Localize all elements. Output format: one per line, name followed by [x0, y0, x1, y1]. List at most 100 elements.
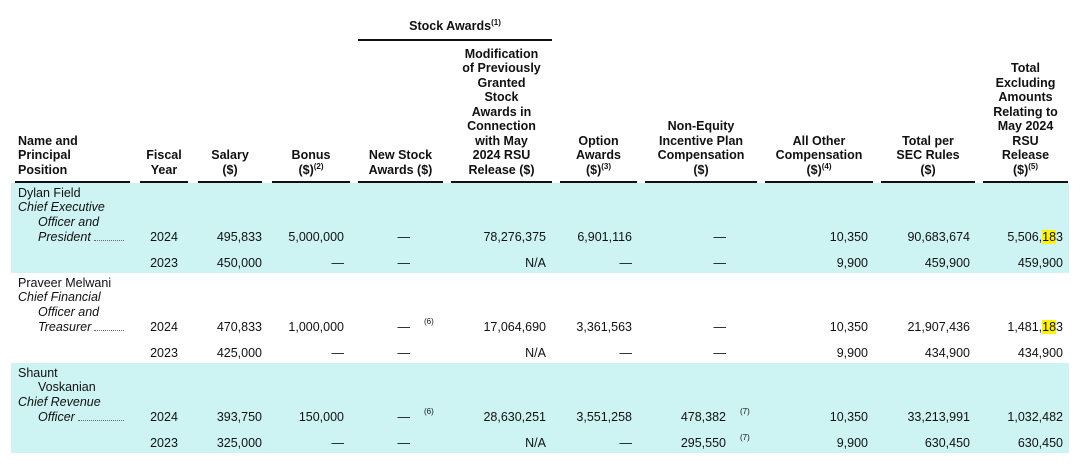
leader [77, 410, 124, 421]
cell: 2023 [150, 256, 178, 271]
footnote-ref: (7) [740, 407, 750, 417]
header-line: Principal [18, 148, 133, 163]
header-text: ($) [920, 162, 936, 177]
header-text: Incentive Plan [658, 133, 744, 148]
header-line: ($) [198, 163, 262, 178]
header-line: Option [560, 134, 637, 149]
row-band [11, 363, 1069, 454]
header-line: Name and [18, 134, 133, 149]
header-line: Salary [198, 148, 262, 163]
name-text: Dylan Field [18, 185, 81, 200]
footnote-ref: (3) [601, 161, 612, 171]
header-text: Awards in [471, 104, 532, 119]
exec-title: Chief Executive [18, 200, 130, 215]
header-text: Modification [464, 46, 539, 61]
header-line: Total [983, 61, 1068, 76]
cell: 28,630,251 [483, 410, 546, 425]
footnote-ref: (2) [313, 161, 324, 171]
header-text: Year [150, 162, 178, 177]
cell: 459,900 [1017, 256, 1063, 271]
cell: — [397, 256, 411, 271]
cell: 2023 [150, 346, 178, 361]
group-header: Stock Awards(1) [358, 19, 552, 34]
cell: — [331, 436, 345, 451]
exec-title: Treasurer [38, 320, 130, 335]
exec-title: President [38, 230, 130, 245]
cell: N/A [525, 436, 546, 451]
cell: 630,450 [924, 436, 970, 451]
header-text: Position [18, 162, 68, 177]
cell-text: 5,506, [1007, 230, 1043, 245]
cell: 393,750 [216, 410, 262, 425]
header-line: May 2024 [983, 119, 1068, 134]
cell: 425,000 [216, 346, 262, 361]
title-text: Officer [38, 409, 75, 424]
header-line: Amounts [983, 90, 1068, 105]
header-line: ($)(2) [272, 161, 350, 178]
cell: 3,361,563 [576, 320, 632, 335]
cell: — [713, 230, 727, 245]
header-rule [272, 181, 350, 183]
column-header: Modification of Previously Granted Stock Awa… [451, 47, 552, 178]
header-text: ($) [585, 162, 602, 177]
cell: 2024 [150, 410, 178, 425]
header-text: Excluding [995, 75, 1056, 90]
cell: 434,900 [924, 346, 970, 361]
cell: 325,000 [216, 436, 262, 451]
header-text: Granted [477, 75, 526, 90]
header-line: Year [140, 163, 188, 178]
header-line: Stock [451, 90, 552, 105]
header-text: RSU [1012, 133, 1039, 148]
header-line: Release [983, 148, 1068, 163]
cell: — [619, 256, 633, 271]
header-rule [560, 181, 637, 183]
name-text: Shaunt [18, 365, 58, 380]
header-text: Principal [18, 148, 71, 162]
cell: 1,000,000 [288, 320, 344, 335]
header-text: Bonus [291, 148, 331, 162]
header-line: Compensation [765, 148, 873, 163]
header-text: All Other [792, 133, 846, 148]
header-line: 2024 RSU [451, 148, 552, 163]
cell: 6,901,116 [577, 230, 632, 245]
exec-title: Officer and [38, 215, 130, 230]
cell: — [713, 320, 727, 335]
cell: 495,833 [216, 230, 262, 245]
column-header: Total per SEC Rules ($) [881, 134, 975, 178]
title-text: Officer and [38, 214, 100, 229]
cell: 1,481,183 [983, 319, 1063, 335]
cell-text: — [397, 410, 411, 425]
cell: 90,683,674 [907, 230, 970, 245]
column-header: Total Excluding Amounts Relating to May 2024… [983, 61, 1068, 177]
cell: 295,550 [645, 435, 726, 451]
header-line: Awards ($) [358, 163, 443, 178]
header-text: Awards [576, 148, 621, 162]
header-rule [140, 181, 188, 183]
column-header: Name and Principal Position [18, 134, 133, 178]
cell-text: — [397, 320, 411, 335]
cell-text: 478,382 [680, 410, 726, 425]
cell: 5,000,000 [288, 230, 344, 245]
column-header: Option Awards ($)(3) [560, 134, 637, 178]
title-text: Chief Financial [18, 290, 101, 305]
cell: 1,032,482 [1007, 410, 1063, 425]
cell: — [358, 409, 411, 425]
header-text: Salary [211, 148, 249, 162]
exec-name: Voskanian [38, 380, 130, 395]
cell-text: 3 [1056, 320, 1063, 335]
cell: — [397, 230, 411, 245]
header-text: Relating to [993, 104, 1058, 119]
cell: — [358, 319, 411, 335]
header-line: SEC Rules [881, 148, 975, 163]
header-rule [198, 181, 262, 183]
header-rule [451, 181, 552, 183]
highlighted-text: 18 [1042, 230, 1057, 245]
header-line: ($) [645, 163, 757, 178]
cell: N/A [525, 256, 546, 271]
header-line: Position [18, 163, 133, 178]
header-line: ($)(5) [983, 162, 1068, 178]
header-text: with May [475, 133, 528, 148]
header-text: Total per [902, 133, 954, 148]
column-header: New Stock Awards ($) [358, 148, 443, 177]
